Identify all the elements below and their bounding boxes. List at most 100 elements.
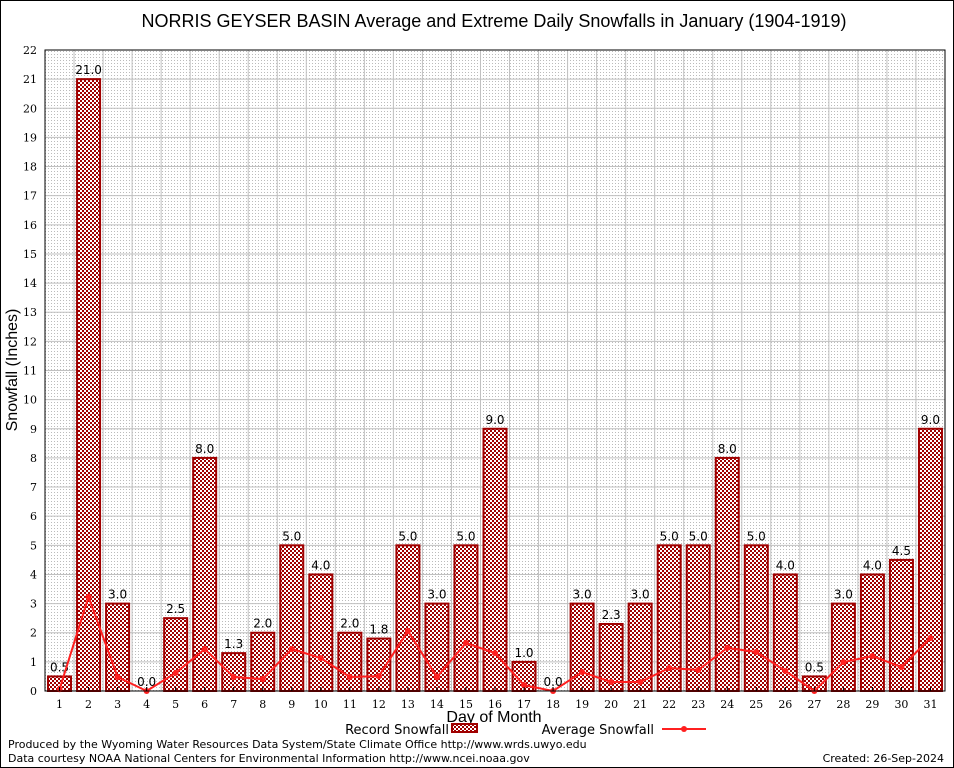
- y-tick-label: 1: [30, 656, 37, 669]
- x-tick-label: 31: [923, 698, 937, 711]
- bar-value-label: 2.0: [340, 617, 359, 631]
- bar-value-label: 5.0: [747, 529, 766, 543]
- footer-produced-by: Produced by the Wyoming Water Resources …: [8, 738, 587, 751]
- average-point: [927, 634, 934, 641]
- legend-record-swatch: [451, 723, 478, 733]
- bar-value-label: 3.0: [427, 588, 446, 602]
- average-point: [869, 653, 876, 660]
- x-tick-label: 20: [604, 698, 618, 711]
- average-point: [288, 646, 295, 653]
- x-tick-label: 27: [807, 698, 821, 711]
- record-bar: [888, 558, 914, 692]
- y-tick-label: 19: [23, 131, 37, 144]
- record-bar: [859, 573, 885, 692]
- average-point: [521, 682, 528, 689]
- bar-value-label: 9.0: [485, 413, 504, 427]
- x-tick-label: 29: [865, 698, 879, 711]
- bar-value-label: 0.0: [544, 675, 563, 689]
- bar-value-label: 3.0: [834, 588, 853, 602]
- average-point: [230, 674, 237, 681]
- bar-value-label: 3.0: [573, 588, 592, 602]
- x-tick-label: 22: [662, 698, 676, 711]
- average-point: [782, 667, 789, 674]
- legend-record-label: Record Snowfall: [345, 723, 449, 738]
- bar-value-label: 4.0: [311, 558, 330, 572]
- average-point: [695, 667, 702, 674]
- x-axis-label: Day of Month: [446, 709, 541, 726]
- record-bar: [395, 544, 421, 692]
- x-tick-label: 10: [314, 698, 328, 711]
- x-tick-label: 13: [401, 698, 415, 711]
- record-bar: [279, 544, 305, 692]
- bar-value-label: 3.0: [631, 588, 650, 602]
- bar-value-label: 5.0: [660, 529, 679, 543]
- y-tick-label: 17: [23, 190, 37, 203]
- y-tick-label: 2: [30, 627, 37, 640]
- x-tick-label: 30: [894, 698, 908, 711]
- bar-value-label: 2.5: [166, 602, 185, 616]
- bar-value-label: 1.8: [369, 623, 388, 637]
- bar-value-label: 4.0: [863, 558, 882, 572]
- y-tick-label: 13: [23, 306, 37, 319]
- bar-value-label: 9.0: [921, 413, 940, 427]
- y-tick-label: 15: [23, 248, 37, 261]
- x-tick-label: 21: [633, 698, 647, 711]
- record-bar: [308, 573, 334, 692]
- y-tick-label: 10: [23, 394, 37, 407]
- record-bar: [221, 652, 247, 693]
- y-tick-label: 20: [23, 102, 37, 115]
- x-tick-label: 19: [575, 698, 589, 711]
- average-point: [201, 646, 208, 653]
- x-tick-label: 4: [143, 698, 150, 711]
- record-bar: [453, 544, 479, 692]
- average-point: [724, 644, 731, 651]
- average-point: [433, 674, 440, 681]
- record-bar: [250, 631, 276, 693]
- x-tick-label: 16: [488, 698, 502, 711]
- bar-value-label: 8.0: [195, 442, 214, 456]
- average-point: [492, 650, 498, 657]
- x-tick-label: 7: [230, 698, 237, 711]
- x-tick-label: 12: [372, 698, 386, 711]
- x-tick-label: 5: [172, 698, 179, 711]
- y-tick-label: 8: [30, 452, 37, 465]
- bar-value-label: 1.0: [514, 646, 533, 660]
- record-bar: [743, 544, 769, 692]
- x-tick-label: 26: [778, 698, 792, 711]
- y-tick-label: 5: [30, 539, 37, 552]
- average-point: [404, 627, 411, 634]
- average-point: [172, 669, 179, 676]
- x-tick-label: 24: [720, 698, 734, 711]
- x-tick-label: 14: [430, 698, 444, 711]
- legend-average-label: Average Snowfall: [542, 723, 654, 738]
- x-tick-label: 1: [56, 698, 63, 711]
- y-tick-label: 9: [30, 423, 37, 436]
- y-tick-label: 4: [30, 568, 37, 581]
- x-tick-label: 17: [517, 698, 531, 711]
- y-tick-label: 0: [30, 685, 37, 698]
- y-tick-label: 22: [23, 44, 37, 57]
- x-tick-label: 18: [546, 698, 560, 711]
- record-bar: [337, 631, 363, 693]
- record-bar: [714, 456, 740, 692]
- chart-title: NORRIS GEYSER BASIN Average and Extreme …: [142, 11, 847, 31]
- bar-value-label: 4.5: [892, 544, 911, 558]
- bar-value-label: 5.0: [282, 529, 301, 543]
- y-tick-label: 21: [23, 73, 37, 86]
- y-tick-label: 6: [30, 510, 37, 523]
- bar-value-label: 4.0: [776, 558, 795, 572]
- record-bar: [163, 617, 189, 693]
- average-point: [608, 678, 615, 685]
- bar-value-label: 0.5: [805, 660, 824, 674]
- y-tick-label: 11: [23, 365, 37, 378]
- average-point: [666, 664, 673, 671]
- x-tick-label: 25: [749, 698, 763, 711]
- legend-average-marker: [681, 726, 687, 732]
- average-point: [637, 678, 644, 685]
- footer-created: Created: 26-Sep-2024: [822, 752, 944, 765]
- average-point: [462, 639, 469, 646]
- bar-value-label: 2.0: [253, 617, 272, 631]
- x-tick-label: 28: [836, 698, 850, 711]
- x-tick-label: 15: [459, 698, 473, 711]
- x-tick-label: 8: [259, 698, 266, 711]
